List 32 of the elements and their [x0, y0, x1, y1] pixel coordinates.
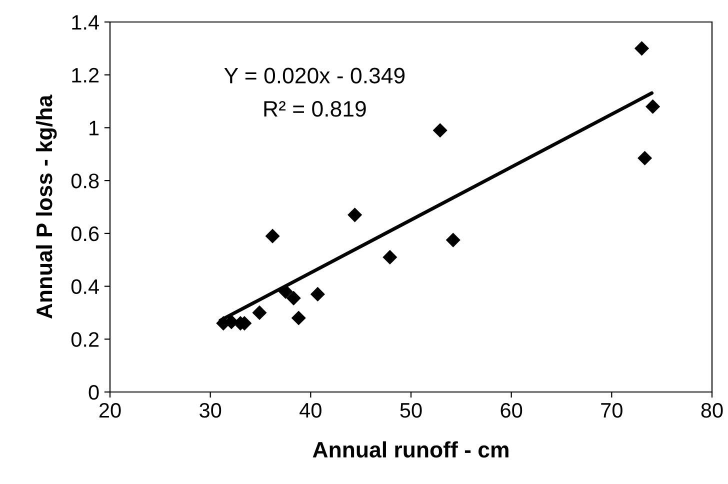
y-tick-label: 1.4: [72, 15, 99, 30]
y-tick-label: 0.4: [71, 279, 99, 294]
x-tick-label: 70: [601, 402, 622, 418]
point: [446, 232, 460, 248]
x-tick-label: 60: [500, 402, 522, 418]
y-tick-label: 0.8: [71, 174, 99, 188]
annotation: R² = 0.819: [264, 101, 366, 117]
point: [348, 208, 362, 222]
x-tick-label: 20: [99, 402, 121, 418]
x-tick-label: 50: [400, 402, 422, 418]
point: [382, 250, 398, 264]
point: [278, 284, 293, 299]
y-tick-label: 0: [88, 385, 99, 400]
point: [252, 305, 267, 320]
point: [634, 41, 650, 56]
y-axis-title: Annual P loss - kg/ha: [36, 94, 57, 319]
point: [310, 286, 325, 302]
point: [432, 123, 448, 138]
x-tick-label: 30: [200, 402, 222, 418]
x-axis-title: Annual runoff - cm: [312, 441, 508, 458]
y-tick-label: 0.6: [71, 226, 99, 242]
x-tick-label: 80: [701, 402, 723, 418]
point: [286, 290, 301, 306]
x-tick-label: 40: [300, 402, 322, 418]
y-tick-label: 1.2: [72, 68, 99, 82]
point: [637, 150, 652, 166]
point: [291, 310, 306, 326]
y-tick-label: 0.2: [71, 332, 99, 347]
point: [646, 99, 660, 114]
point: [265, 228, 280, 244]
y-tick-label: 1: [90, 120, 99, 136]
annotation: Y = 0.020x - 0.349: [224, 68, 405, 84]
